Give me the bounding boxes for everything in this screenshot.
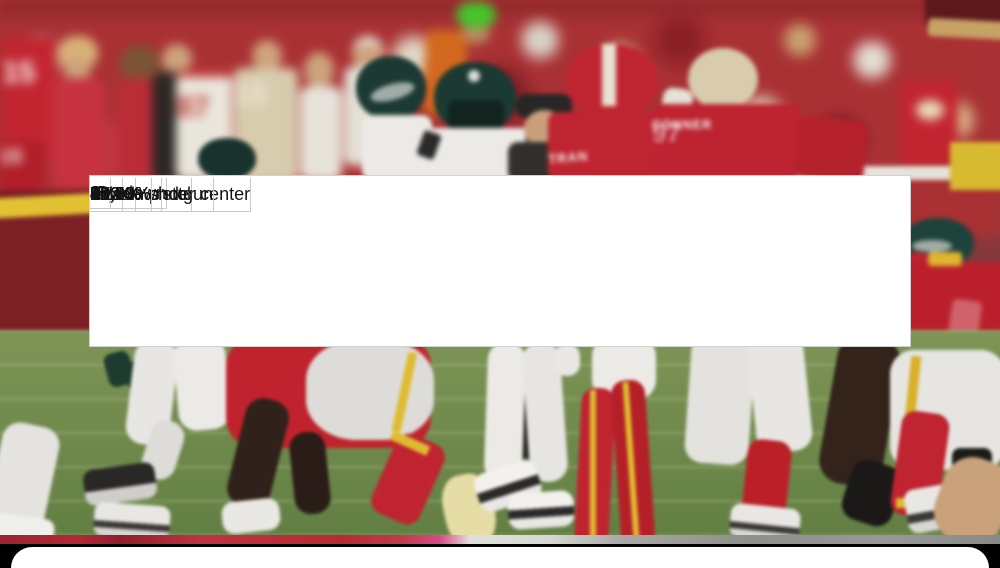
jersey-collar-trim <box>928 252 962 266</box>
table-cell: 100.0% <box>90 178 162 212</box>
sideline-strip <box>0 535 1000 545</box>
jersey-number: 97 <box>652 118 681 148</box>
crowd-face <box>252 40 282 72</box>
crowd-white-top <box>300 86 342 181</box>
leg-stripe <box>590 390 596 540</box>
crowd-green-bucket-hat <box>456 2 496 28</box>
bottom-bar <box>0 544 1000 568</box>
yellow-wall-section <box>950 142 1000 190</box>
helmet-shield-decal <box>468 70 480 82</box>
chiefs-defender-jersey: CONNER 97 <box>652 104 800 180</box>
jersey-number: 15 <box>0 146 23 168</box>
stats-table: By down 1 2 3 4 % run under center 92.9%… <box>89 175 911 347</box>
facemask <box>448 100 504 130</box>
chiefs-logo-blob <box>916 100 944 120</box>
chiefs-helmet-light <box>688 48 758 110</box>
helmet-wing-decal <box>912 240 952 252</box>
quarterback-cleat <box>506 489 576 531</box>
crowd-fan-red-jersey: 15 <box>2 38 56 158</box>
jersey-number: 15 <box>234 78 268 111</box>
white-glove <box>554 344 580 376</box>
header-label: By down <box>90 178 168 209</box>
caption-panel <box>11 547 989 568</box>
player-leg-white <box>172 335 232 433</box>
crowd-chiefs-logo-tee <box>900 80 958 165</box>
crowd-face <box>162 44 192 74</box>
crowd-red-tank <box>52 78 104 188</box>
helmet-stripe <box>602 44 616 106</box>
jersey-number: 87 <box>176 91 210 124</box>
column-header: 4 <box>90 178 111 209</box>
jersey-nameplate: CONNER <box>652 118 713 132</box>
player-leg-white <box>683 331 757 467</box>
eagles-helmet <box>198 138 256 180</box>
white-glove <box>220 497 282 535</box>
jersey-number: 15 <box>2 56 36 89</box>
crowd-face <box>304 52 334 88</box>
